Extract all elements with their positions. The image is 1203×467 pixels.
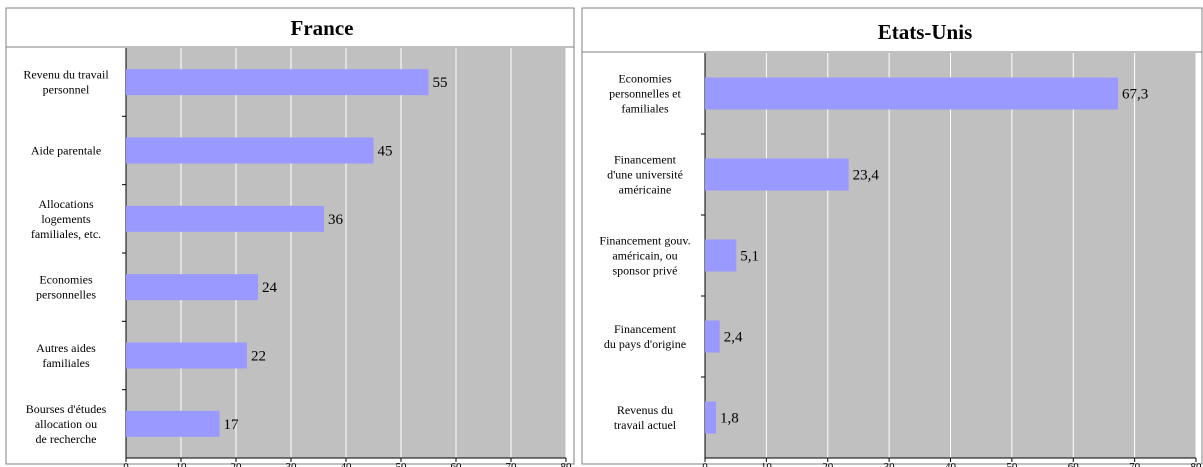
category-label: Aide parentale <box>31 144 101 158</box>
category-label-line: Aide parentale <box>31 144 101 158</box>
x-tick-label: 10 <box>761 461 773 467</box>
data-label: 36 <box>328 212 344 228</box>
x-tick-label: 30 <box>286 461 298 467</box>
data-label: 22 <box>251 349 266 365</box>
category-label-line: Economies <box>39 273 93 287</box>
data-label: 24 <box>262 280 278 296</box>
category-label: Financement gouv. américain, ou sponsor pr… <box>599 234 690 278</box>
data-label: 2,4 <box>724 330 743 346</box>
data-label: 23,4 <box>853 168 880 184</box>
bar <box>126 274 258 301</box>
x-tick-label: 10 <box>176 461 188 467</box>
bar <box>705 77 1119 110</box>
category-label-line: américain, ou <box>612 249 677 263</box>
category-label: Financement d'une université américaine <box>607 153 683 197</box>
data-label: 1,8 <box>720 411 739 427</box>
x-tick-label: 40 <box>945 461 957 467</box>
bar <box>705 158 849 191</box>
category-label: Revenu du travail personnel <box>23 68 109 97</box>
chart-panel-etats-unis: Etats-Unis 0 10 20 30 40 50 60 70 80 67,3 Economies… <box>578 0 1203 467</box>
x-tick-label: 30 <box>884 461 896 467</box>
category-label-line: familiales <box>42 356 90 370</box>
bar <box>126 137 374 164</box>
x-tick-label: 80 <box>1191 461 1203 467</box>
category-label-line: Revenu du travail <box>23 68 109 82</box>
x-tick-label: 70 <box>1129 461 1141 467</box>
category-label-line: Economies <box>618 72 672 86</box>
category-label: Autres aides familiales <box>36 341 96 370</box>
data-label: 45 <box>378 144 393 160</box>
data-label: 55 <box>433 75 448 91</box>
x-tick-label: 60 <box>451 461 463 467</box>
category-label-line: américaine <box>619 183 672 197</box>
bar <box>705 239 737 272</box>
category-label-line: Revenus du <box>617 403 673 417</box>
x-tick-label: 0 <box>123 461 129 467</box>
chart-title: Etats-Unis <box>878 20 973 44</box>
category-label-line: de recherche <box>36 432 97 446</box>
category-label: Revenus du travail actuel <box>614 403 677 432</box>
category-label-line: du pays d'origine <box>604 337 686 351</box>
category-label: Economies personnelles <box>36 273 96 302</box>
category-label-line: personnel <box>43 83 90 97</box>
category-label: Allocations logements familiales, etc. <box>31 197 101 241</box>
category-label-line: personnelles <box>36 288 96 302</box>
chart-france: France 0 10 20 30 40 50 60 70 80 55 Revenu du trava… <box>5 7 575 467</box>
category-label-line: sponsor privé <box>613 264 678 278</box>
bar <box>126 410 220 437</box>
x-tick-label: 80 <box>561 461 573 467</box>
category-label-line: familiales <box>621 102 669 116</box>
data-label: 67,3 <box>1122 87 1148 103</box>
category-label-line: d'une université <box>607 168 683 182</box>
category-label-line: Autres aides <box>36 341 96 355</box>
category-label-line: logements <box>41 212 91 226</box>
bar <box>126 205 324 232</box>
category-label-line: familiales, etc. <box>31 227 101 241</box>
category-label-line: personnelles et <box>609 87 681 101</box>
x-tick-label: 20 <box>822 461 834 467</box>
x-tick-label: 20 <box>231 461 243 467</box>
x-tick-label: 70 <box>506 461 518 467</box>
x-tick-label: 50 <box>1006 461 1018 467</box>
data-label: 5,1 <box>740 249 759 265</box>
bar <box>705 401 717 434</box>
x-tick-label: 50 <box>396 461 408 467</box>
category-label: Financement du pays d'origine <box>604 322 686 351</box>
category-label: Economies personnelles et familiales <box>609 72 681 116</box>
category-label: Bourses d'études allocation ou de recherch… <box>26 402 107 446</box>
category-label-line: Financement <box>614 153 677 167</box>
bar <box>126 342 247 369</box>
x-tick-label: 60 <box>1068 461 1080 467</box>
x-tick-label: 40 <box>341 461 353 467</box>
x-tick-label: 0 <box>702 461 708 467</box>
chart-panel-france: France 0 10 20 30 40 50 60 70 80 55 Revenu du trava… <box>0 0 578 467</box>
category-label-line: Financement gouv. <box>599 234 690 248</box>
chart-title: France <box>291 16 354 40</box>
data-label: 17 <box>224 417 240 433</box>
chart-etats-unis: Etats-Unis 0 10 20 30 40 50 60 70 80 67,3 Economies… <box>581 7 1203 467</box>
category-label-line: travail actuel <box>614 418 677 432</box>
category-label-line: Allocations <box>38 197 94 211</box>
category-label-line: allocation ou <box>35 417 97 431</box>
category-label-line: Financement <box>614 322 677 336</box>
bar <box>705 320 720 353</box>
category-label-line: Bourses d'études <box>26 402 107 416</box>
bar <box>126 69 429 96</box>
